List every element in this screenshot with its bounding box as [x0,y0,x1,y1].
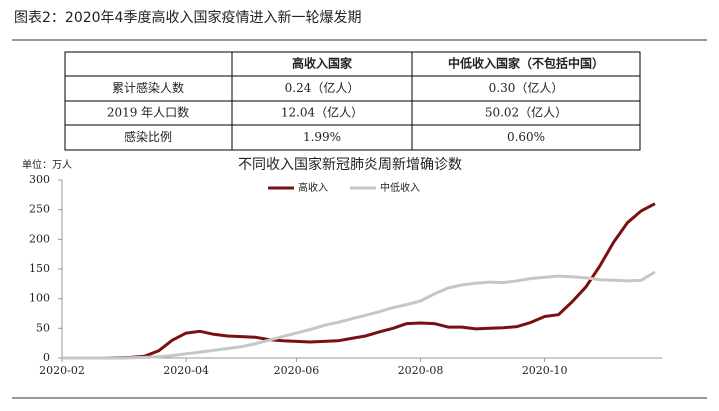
table-cell: 累计感染人数 [112,80,184,95]
y-tick-label: 200 [29,232,50,245]
table-cell: 50.02（亿人） [485,105,567,120]
table: 高收入国家 中低收入国家（不包括中国） 累计感染人数 0.24（亿人） 0.30（亿人）… [64,51,641,151]
table-cell: 0.60% [507,130,545,144]
x-tick-label: 2020-04 [163,364,209,377]
x-tick-label: 2020-08 [398,364,444,377]
legend-label: 中低收入 [380,181,420,194]
table-cell: 0.30（亿人） [489,80,564,95]
y-tick-label: 0 [43,351,50,364]
y-tick-label: 300 [29,173,50,186]
y-tick-label: 50 [36,321,50,334]
table-cell: 感染比例 [124,129,172,144]
x-tick-label: 2020-06 [274,364,320,377]
figure-title: 图表2：2020年4季度高收入国家疫情进入新一轮爆发期 [14,9,361,26]
y-unit: 单位：万人 [22,158,72,171]
y-tick-label: 150 [29,262,50,275]
series-line [62,202,656,360]
x-tick-label: 2020-02 [39,364,85,377]
legend-label: 高收入 [298,181,328,194]
x-tick-label: 2020-10 [522,364,568,377]
table-header: 高收入国家 [292,56,353,71]
table-header: 中低收入国家（不包括中国） [448,56,604,71]
table-cell: 0.24（亿人） [285,80,360,95]
y-tick-label: 100 [29,292,50,305]
chart-title: 不同收入国家新冠肺炎周新增确诊数 [238,156,462,173]
table-cell: 1.99% [303,130,341,144]
y-tick-label: 250 [29,203,50,216]
table-cell: 2019 年人口数 [107,105,189,120]
series-line [62,270,656,360]
table-cell: 12.04（亿人） [281,105,363,120]
